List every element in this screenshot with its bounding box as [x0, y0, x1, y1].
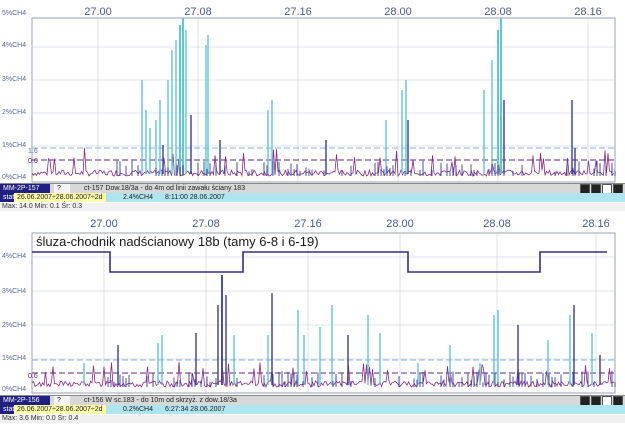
x-tick: 27.08: [184, 6, 212, 18]
x-tick: 28.16: [574, 6, 602, 18]
chart-panel-bottom: 27.00 27.08 27.16 28.00 28.08 28.16 śluz…: [0, 215, 625, 426]
sensor-stat-bar: stat 26.06.2007÷28.06.2007÷2d 2.4%CH4 8:…: [0, 193, 625, 202]
x-tick: 28.00: [384, 6, 412, 18]
ch4-chart-bottom: [31, 232, 616, 394]
chart-panel-top: 27.00 27.08 27.16 28.00 28.08 28.16 5%CH…: [0, 6, 625, 211]
stats-line: Max: 14.0 Min: 0.1 Śr: 0.3: [0, 203, 625, 211]
threshold-label-lo: 0.6: [28, 158, 38, 165]
sensor-code: ?: [54, 184, 70, 193]
y-axis-label: 3%CH4: [2, 76, 27, 83]
threshold-label: 0.6: [28, 373, 38, 380]
y-axis-label: 3%CH4: [2, 288, 27, 295]
stats-text: Max: 14.0 Min: 0.1 Śr: 0.3: [2, 203, 83, 210]
x-tick: 27.16: [294, 218, 322, 230]
ch4-trace-purple: [31, 147, 615, 178]
y-axis-label: 0%CH4: [2, 386, 27, 393]
sensor-header-bar[interactable]: MM-2P-156 ? ct-156 W sc.183 - do 10m od …: [0, 395, 625, 406]
ch4-chart-top: [31, 17, 616, 183]
sensor-id[interactable]: MM-2P-156: [0, 396, 50, 405]
sensor-stat-bar: stat 26.06.2007÷28.06.2007÷2d 0.2%CH4 6:…: [0, 405, 625, 414]
x-tick: 27.00: [84, 6, 112, 18]
y-axis-label: 1%CH4: [2, 142, 27, 149]
x-tick: 28.16: [582, 218, 610, 230]
stat-tag: stat: [0, 405, 18, 414]
plot-frame: [31, 17, 616, 183]
period-field: 26.06.2007÷28.06.2007÷2d: [14, 405, 106, 414]
period-field: 26.06.2007÷28.06.2007÷2d: [14, 193, 106, 202]
stats-line: Max: 3.6 Min: 0.0 Śr: 0.4: [0, 415, 625, 423]
stats-text: Max: 3.6 Min: 0.0 Śr: 0.4: [2, 415, 79, 422]
ch4-trace-purple: [31, 361, 615, 389]
threshold-label-hi: 1.6: [28, 148, 38, 155]
plot-frame: [31, 232, 616, 394]
sensor-header-bar[interactable]: MM-2P-157 ? ct-157 Dow.18/3a - do 4m od …: [0, 183, 625, 194]
sensor-id[interactable]: MM-2P-157: [0, 184, 50, 193]
stat-tag: stat: [0, 193, 18, 202]
air-flow-step-line: [32, 251, 607, 273]
value-time: 8:11:00 28.06.2007: [165, 194, 225, 201]
x-tick: 28.08: [483, 218, 511, 230]
value-time: 6:27:34 28.06.2007: [165, 406, 226, 413]
y-axis-label: 4%CH4: [2, 42, 27, 49]
x-tick: 27.08: [192, 218, 220, 230]
chart-title: śluza-chodnik nadścianowy 18b (tamy 6-8 …: [36, 234, 319, 249]
x-tick: 28.00: [386, 218, 414, 230]
sensor-description: ct-157 Dow.18/3a - do 4m od linii zawału…: [84, 185, 246, 192]
y-axis-label: 4%CH4: [2, 253, 27, 260]
sensor-code: ?: [54, 396, 70, 405]
y-axis-label: 5%CH4: [2, 10, 27, 17]
y-axis-label: 2%CH4: [2, 322, 27, 329]
sensor-description: ct-156 W sc.183 - do 10m od skrzyż. z do…: [84, 397, 237, 404]
y-axis-label: 2%CH4: [2, 109, 27, 116]
x-tick: 27.16: [284, 6, 312, 18]
y-axis-label: 0%CH4: [2, 174, 27, 181]
y-axis-label: 1%CH4: [2, 355, 27, 362]
x-tick: 28.08: [484, 6, 512, 18]
x-tick: 27.00: [90, 218, 118, 230]
current-value: 0.2%CH4: [123, 406, 153, 413]
current-value: 2.4%CH4: [123, 194, 153, 201]
